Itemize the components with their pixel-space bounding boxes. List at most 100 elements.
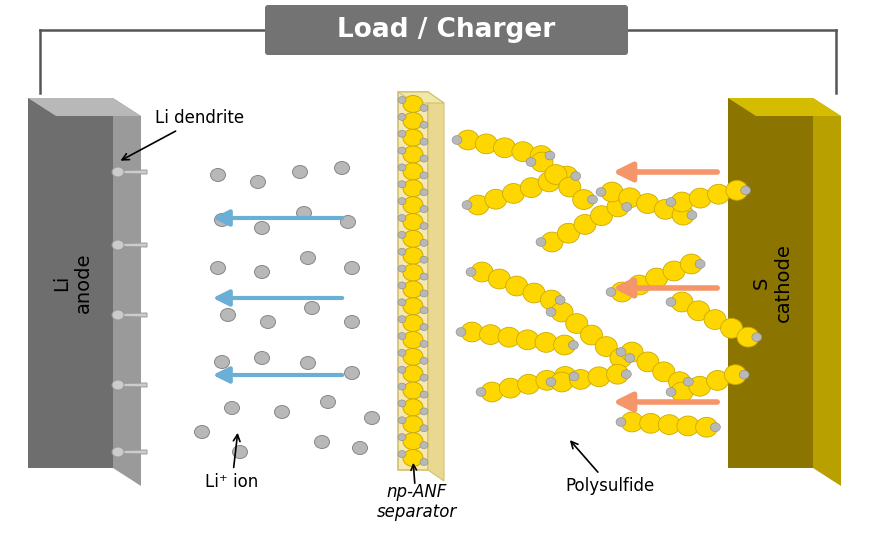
Ellipse shape — [696, 417, 718, 437]
Ellipse shape — [398, 248, 406, 255]
Ellipse shape — [420, 441, 428, 449]
Polygon shape — [728, 98, 841, 116]
Ellipse shape — [555, 296, 565, 305]
Ellipse shape — [476, 388, 486, 396]
Ellipse shape — [420, 391, 428, 398]
Ellipse shape — [739, 371, 749, 379]
Ellipse shape — [403, 365, 423, 382]
Ellipse shape — [559, 177, 580, 197]
Ellipse shape — [398, 164, 406, 171]
Ellipse shape — [707, 184, 730, 204]
Polygon shape — [398, 92, 428, 470]
Ellipse shape — [398, 383, 406, 390]
Ellipse shape — [566, 314, 588, 334]
Ellipse shape — [353, 441, 368, 455]
Ellipse shape — [611, 282, 633, 302]
Ellipse shape — [671, 292, 693, 312]
Text: Load / Charger: Load / Charger — [338, 17, 555, 43]
Ellipse shape — [255, 222, 270, 234]
Ellipse shape — [255, 266, 270, 278]
Ellipse shape — [541, 232, 563, 252]
Ellipse shape — [398, 400, 406, 407]
Ellipse shape — [704, 310, 726, 329]
Ellipse shape — [403, 298, 423, 315]
Ellipse shape — [752, 333, 762, 341]
Ellipse shape — [420, 104, 428, 112]
Text: S
cathode: S cathode — [752, 243, 793, 323]
Ellipse shape — [221, 309, 236, 321]
Ellipse shape — [683, 377, 693, 386]
Ellipse shape — [398, 198, 406, 205]
Polygon shape — [398, 92, 444, 103]
Ellipse shape — [637, 352, 659, 372]
Text: np-ANF
separator: np-ANF separator — [377, 483, 457, 521]
Ellipse shape — [711, 423, 721, 432]
Ellipse shape — [403, 281, 423, 298]
Ellipse shape — [588, 367, 610, 387]
Ellipse shape — [616, 348, 626, 357]
Polygon shape — [115, 383, 147, 387]
Ellipse shape — [545, 151, 555, 160]
Ellipse shape — [420, 239, 428, 247]
Ellipse shape — [538, 172, 560, 192]
Ellipse shape — [666, 297, 676, 306]
Ellipse shape — [301, 252, 315, 264]
Ellipse shape — [557, 223, 580, 243]
Ellipse shape — [398, 147, 406, 154]
Ellipse shape — [403, 315, 423, 331]
Ellipse shape — [512, 142, 534, 162]
Ellipse shape — [619, 188, 641, 208]
Ellipse shape — [211, 169, 226, 181]
Ellipse shape — [485, 189, 507, 209]
Ellipse shape — [499, 378, 522, 398]
Ellipse shape — [518, 374, 539, 394]
Ellipse shape — [669, 372, 690, 392]
Ellipse shape — [622, 370, 631, 378]
Ellipse shape — [398, 265, 406, 272]
Ellipse shape — [420, 459, 428, 465]
Ellipse shape — [403, 180, 423, 197]
Ellipse shape — [274, 406, 289, 418]
Ellipse shape — [467, 195, 489, 215]
Ellipse shape — [398, 97, 406, 103]
Ellipse shape — [498, 328, 520, 347]
Ellipse shape — [481, 382, 503, 402]
Ellipse shape — [530, 146, 552, 166]
Ellipse shape — [625, 354, 635, 363]
Ellipse shape — [403, 331, 423, 349]
Ellipse shape — [345, 262, 360, 275]
Ellipse shape — [572, 190, 595, 209]
Ellipse shape — [420, 172, 428, 179]
Ellipse shape — [621, 412, 643, 432]
Ellipse shape — [672, 205, 694, 225]
Ellipse shape — [480, 325, 502, 344]
Ellipse shape — [364, 411, 380, 425]
Ellipse shape — [516, 330, 538, 350]
Ellipse shape — [554, 335, 576, 355]
Text: Polysulfide: Polysulfide — [565, 441, 655, 495]
Ellipse shape — [452, 136, 462, 145]
Ellipse shape — [232, 445, 247, 459]
Polygon shape — [115, 170, 147, 174]
Ellipse shape — [398, 214, 406, 222]
Ellipse shape — [403, 112, 423, 129]
Ellipse shape — [403, 129, 423, 146]
Ellipse shape — [398, 349, 406, 357]
Ellipse shape — [420, 324, 428, 331]
Ellipse shape — [688, 301, 710, 321]
Ellipse shape — [261, 315, 276, 329]
Ellipse shape — [653, 362, 675, 382]
Ellipse shape — [607, 197, 629, 217]
Ellipse shape — [403, 416, 423, 433]
Ellipse shape — [737, 327, 759, 347]
Ellipse shape — [569, 372, 579, 381]
Ellipse shape — [112, 310, 124, 320]
Ellipse shape — [403, 399, 423, 416]
Ellipse shape — [671, 382, 693, 402]
Ellipse shape — [545, 165, 567, 184]
Ellipse shape — [403, 163, 423, 180]
Ellipse shape — [345, 315, 360, 329]
Ellipse shape — [398, 130, 406, 137]
Ellipse shape — [321, 396, 336, 408]
Ellipse shape — [540, 290, 563, 310]
